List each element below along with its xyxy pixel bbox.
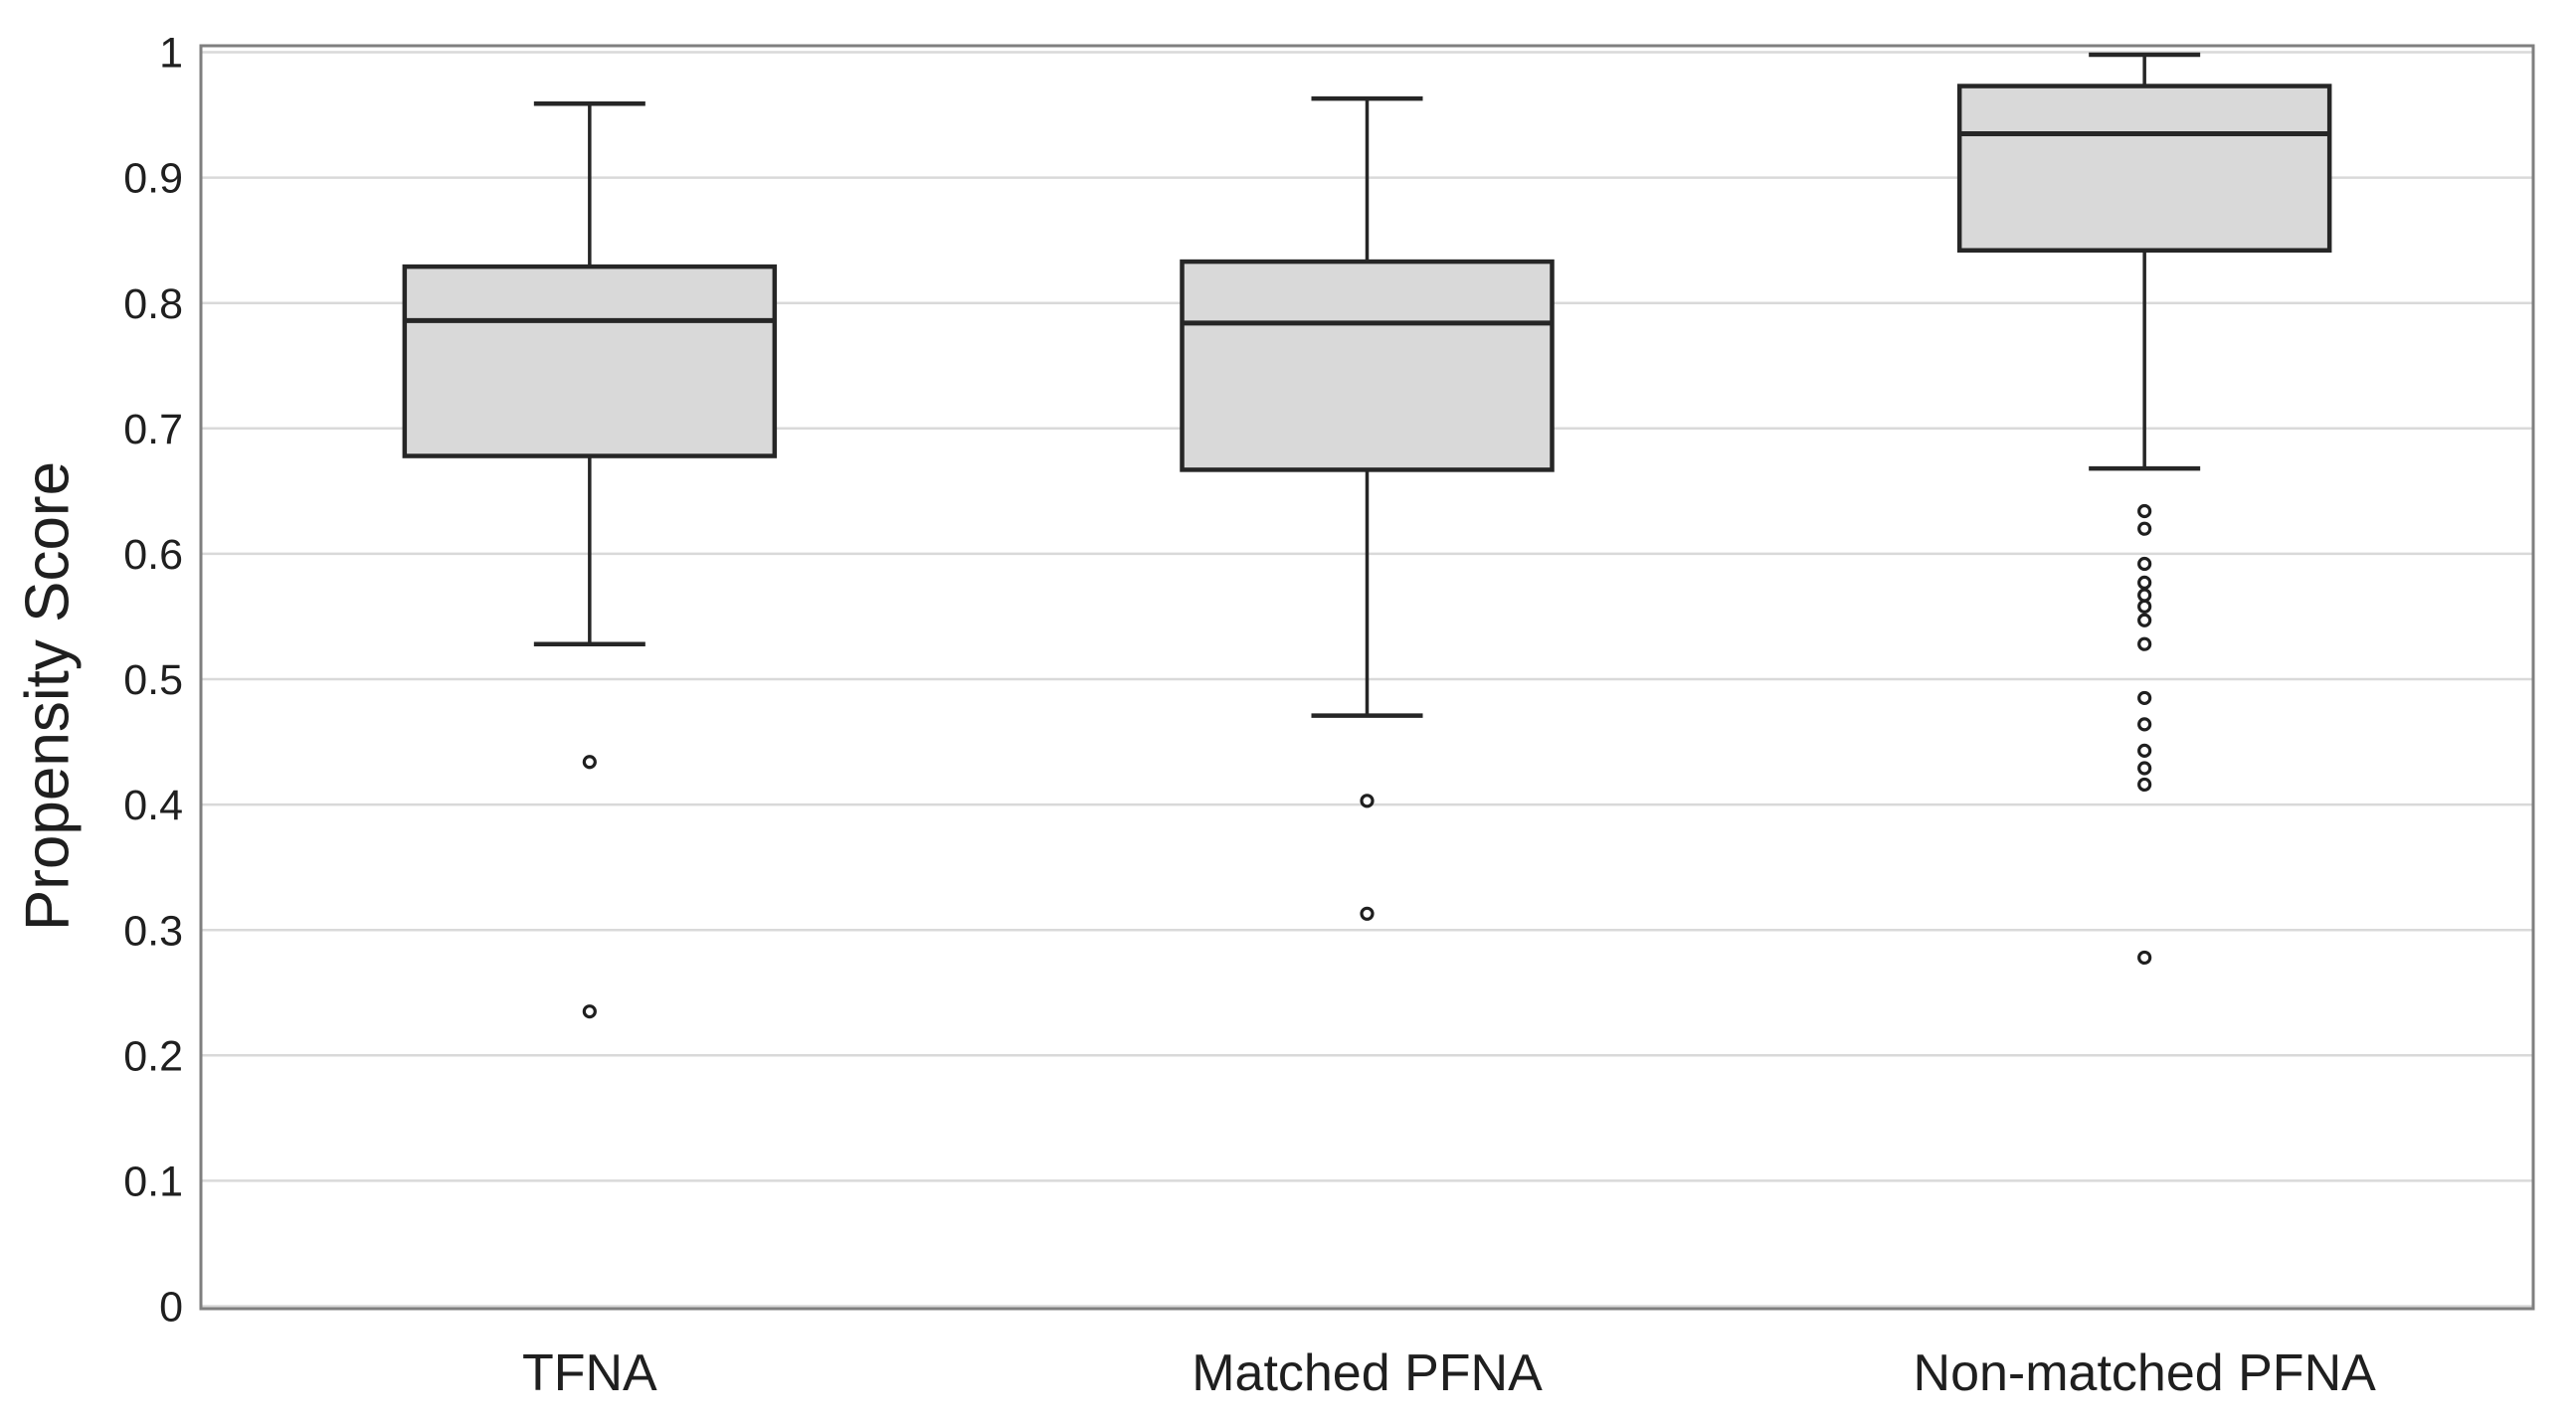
y-tick-label: 0.3 bbox=[123, 907, 183, 955]
outlier-point bbox=[2137, 636, 2152, 651]
outlier-point bbox=[2137, 503, 2152, 519]
box bbox=[1180, 259, 1555, 472]
outlier-point bbox=[2137, 690, 2152, 706]
outlier-point bbox=[2137, 950, 2152, 966]
y-tick-label: 1 bbox=[159, 30, 183, 78]
box bbox=[1956, 84, 2332, 253]
y-tick-label: 0.9 bbox=[123, 155, 183, 203]
outlier-point bbox=[582, 1004, 597, 1019]
outlier-point bbox=[2137, 777, 2152, 793]
outlier-point bbox=[2137, 717, 2152, 732]
outlier-point bbox=[2137, 521, 2152, 536]
y-tick-label: 0.5 bbox=[123, 656, 183, 704]
x-category-label: Matched PFNA bbox=[1192, 1344, 1543, 1402]
y-tick-label: 0.6 bbox=[123, 531, 183, 579]
y-axis-title-text: Propensity Score bbox=[13, 460, 83, 932]
outlier-point bbox=[2137, 599, 2152, 614]
outlier-point bbox=[2137, 556, 2152, 572]
outlier-point bbox=[1360, 794, 1375, 808]
outlier-point bbox=[2137, 588, 2152, 603]
y-tick-label: 0.2 bbox=[123, 1032, 183, 1080]
outlier-point bbox=[2137, 743, 2152, 758]
outlier-point bbox=[2137, 575, 2152, 591]
y-tick-label: 0.4 bbox=[123, 782, 183, 829]
box bbox=[402, 264, 778, 458]
y-tick-label: 0.7 bbox=[123, 406, 183, 453]
outlier-point bbox=[1360, 906, 1375, 921]
outlier-point bbox=[582, 755, 597, 770]
y-tick-label: 0 bbox=[159, 1284, 183, 1332]
y-tick-label: 0.8 bbox=[123, 280, 183, 328]
outlier-point bbox=[2137, 613, 2152, 627]
x-category-label: TFNA bbox=[522, 1344, 657, 1402]
y-tick-label: 0.1 bbox=[123, 1158, 183, 1205]
outlier-point bbox=[2137, 761, 2152, 776]
x-category-label: Non-matched PFNA bbox=[1914, 1344, 2377, 1402]
plot-border bbox=[199, 44, 2535, 1311]
